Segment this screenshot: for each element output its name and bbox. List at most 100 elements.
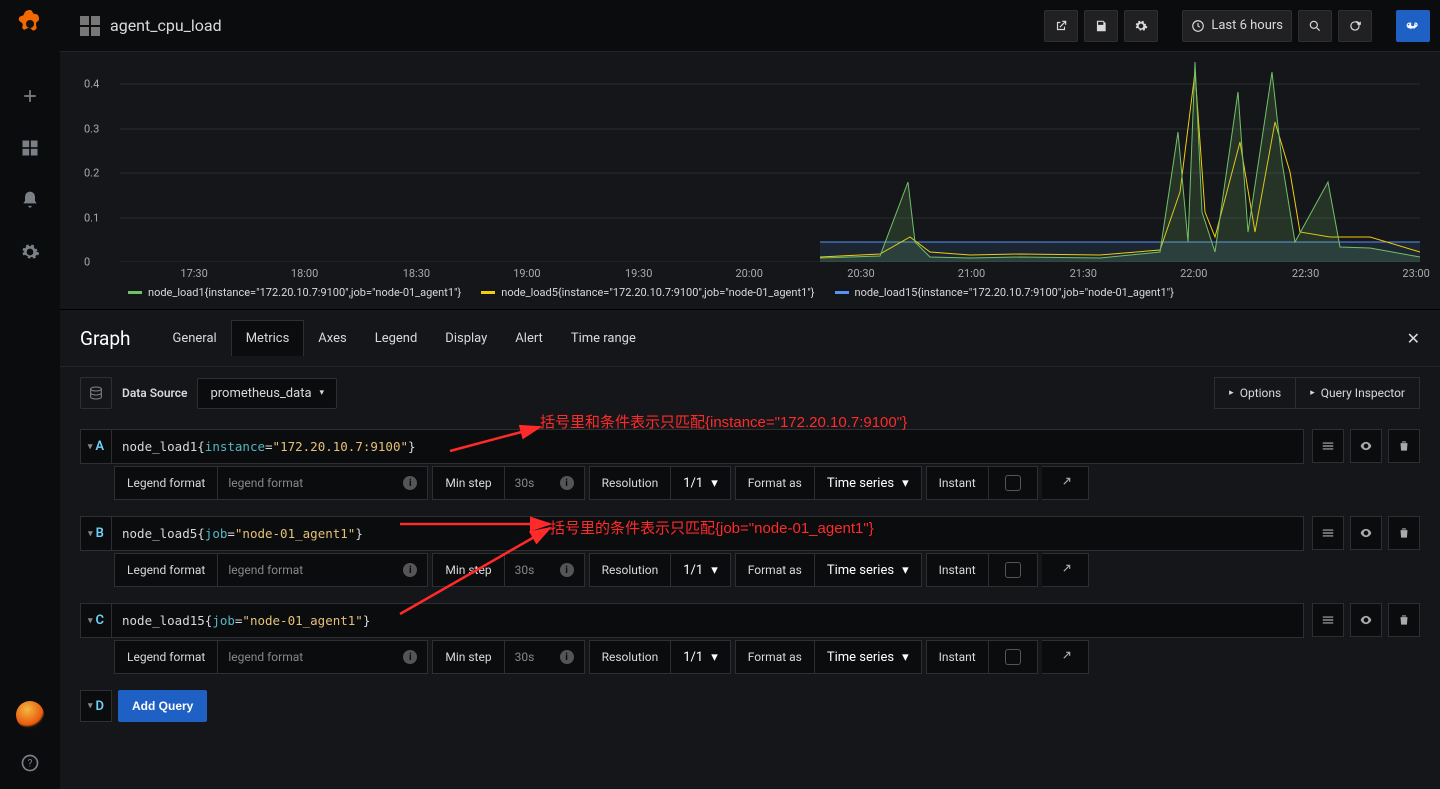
user-avatar[interactable] <box>16 701 44 729</box>
options-button[interactable]: ▸Options <box>1214 377 1295 409</box>
instant-label: Instant <box>926 553 989 587</box>
info-icon[interactable]: i <box>403 650 417 664</box>
info-icon[interactable]: i <box>403 563 417 577</box>
back-button[interactable] <box>1396 10 1430 42</box>
tab-metrics[interactable]: Metrics <box>231 320 305 356</box>
y-tick: 0 <box>84 256 90 269</box>
close-icon[interactable]: ✕ <box>1407 329 1420 348</box>
share-button[interactable] <box>1044 10 1078 42</box>
query-visibility-icon[interactable] <box>1350 603 1382 637</box>
legend-item[interactable]: node_load15{instance="172.20.10.7:9100",… <box>835 286 1174 299</box>
query-toggle[interactable]: ▾C <box>80 603 112 638</box>
query-options-row: Legend format legend formati Min step 30… <box>80 466 1420 500</box>
minstep-input[interactable]: 30si <box>505 466 585 500</box>
tab-timerange[interactable]: Time range <box>557 321 650 356</box>
query-toggle[interactable]: ▾D <box>80 690 112 722</box>
query-row: ▾A node_load1{instance="172.20.10.7:9100… <box>80 429 1420 464</box>
instant-checkbox[interactable] <box>989 466 1038 500</box>
save-button[interactable] <box>1084 10 1118 42</box>
format-select[interactable]: Time series▾ <box>815 466 922 500</box>
info-icon[interactable]: i <box>560 650 574 664</box>
query-delete-icon[interactable] <box>1388 429 1420 463</box>
query-expression-input[interactable]: node_load5{job="node-01_agent1"} <box>112 516 1304 551</box>
legend-format-input[interactable]: legend formati <box>218 553 428 587</box>
query-expression-input[interactable]: node_load15{job="node-01_agent1"} <box>112 603 1304 638</box>
instant-label: Instant <box>926 640 989 674</box>
x-tick: 20:00 <box>735 267 762 280</box>
query-link-icon[interactable] <box>1042 640 1089 674</box>
resolution-select[interactable]: 1/1▾ <box>671 553 731 587</box>
resolution-label: Resolution <box>589 553 672 587</box>
legend-format-label: Legend format <box>114 466 218 500</box>
query-menu-icon[interactable] <box>1312 516 1344 550</box>
query-options-row: Legend format legend formati Min step 30… <box>80 640 1420 674</box>
legend-item[interactable]: node_load5{instance="172.20.10.7:9100",j… <box>481 286 814 299</box>
query-visibility-icon[interactable] <box>1350 516 1382 550</box>
dashboards-icon[interactable] <box>10 128 50 168</box>
y-tick: 0.4 <box>84 78 99 91</box>
help-icon[interactable]: ? <box>10 743 50 783</box>
query-delete-icon[interactable] <box>1388 603 1420 637</box>
query-delete-icon[interactable] <box>1388 516 1420 550</box>
add-query-row: ▾D Add Query <box>80 690 1420 722</box>
left-sidebar: ? <box>0 0 60 789</box>
minstep-input[interactable]: 30si <box>505 553 585 587</box>
query-toggle[interactable]: ▾B <box>80 516 112 551</box>
resolution-select[interactable]: 1/1▾ <box>671 640 731 674</box>
chart-panel: 0 0.1 0.2 0.3 0.4 17:30 18:00 18:30 19:0… <box>60 52 1440 309</box>
panel-settings-button[interactable] <box>1124 10 1158 42</box>
query-menu-icon[interactable] <box>1312 603 1344 637</box>
editor-header: Graph General Metrics Axes Legend Displa… <box>60 309 1440 367</box>
tab-general[interactable]: General <box>158 321 230 356</box>
resolution-label: Resolution <box>589 466 672 500</box>
query-options-row: Legend format legend formati Min step 30… <box>80 553 1420 587</box>
query-toggle[interactable]: ▾A <box>80 429 112 464</box>
format-select[interactable]: Time series▾ <box>815 553 922 587</box>
legend-item[interactable]: node_load1{instance="172.20.10.7:9100",j… <box>128 286 461 299</box>
format-label: Format as <box>735 640 815 674</box>
query-menu-icon[interactable] <box>1312 429 1344 463</box>
chart-svg <box>120 62 1420 262</box>
queries-container: 括号里和条件表示只匹配{instance="172.20.10.7:9100"}… <box>60 429 1440 722</box>
datasource-picker[interactable]: prometheus_data▾ <box>197 378 337 409</box>
x-tick: 18:30 <box>403 267 430 280</box>
tab-legend[interactable]: Legend <box>361 321 432 356</box>
add-icon[interactable] <box>10 76 50 116</box>
format-label: Format as <box>735 466 815 500</box>
refresh-button[interactable] <box>1338 10 1372 42</box>
legend-format-input[interactable]: legend formati <box>218 466 428 500</box>
legend-format-input[interactable]: legend formati <box>218 640 428 674</box>
add-query-button[interactable]: Add Query <box>118 690 207 722</box>
instant-checkbox[interactable] <box>989 640 1038 674</box>
query-link-icon[interactable] <box>1042 553 1089 587</box>
datasource-icon <box>80 377 112 409</box>
tab-alert[interactable]: Alert <box>501 321 557 356</box>
x-tick: 19:30 <box>625 267 652 280</box>
apps-icon[interactable] <box>80 16 100 36</box>
minstep-label: Min step <box>432 640 504 674</box>
query-inspector-button[interactable]: ▸Query Inspector <box>1295 377 1420 409</box>
format-label: Format as <box>735 553 815 587</box>
minstep-input[interactable]: 30si <box>505 640 585 674</box>
info-icon[interactable]: i <box>403 476 417 490</box>
query-expression-input[interactable]: node_load1{instance="172.20.10.7:9100"} <box>112 429 1304 464</box>
grafana-logo[interactable] <box>14 8 46 40</box>
info-icon[interactable]: i <box>560 476 574 490</box>
legend-format-label: Legend format <box>114 553 218 587</box>
format-select[interactable]: Time series▾ <box>815 640 922 674</box>
zoom-out-button[interactable] <box>1298 10 1332 42</box>
chart-area[interactable]: 0 0.1 0.2 0.3 0.4 17:30 18:00 18:30 19:0… <box>120 62 1420 262</box>
time-range-picker[interactable]: Last 6 hours <box>1182 10 1292 42</box>
instant-checkbox[interactable] <box>989 553 1038 587</box>
resolution-select[interactable]: 1/1▾ <box>671 466 731 500</box>
x-tick: 18:00 <box>291 267 318 280</box>
query-link-icon[interactable] <box>1042 466 1089 500</box>
settings-icon[interactable] <box>10 232 50 272</box>
query-visibility-icon[interactable] <box>1350 429 1382 463</box>
alerting-icon[interactable] <box>10 180 50 220</box>
y-tick: 0.2 <box>84 167 99 180</box>
tab-axes[interactable]: Axes <box>304 321 360 356</box>
x-tick: 19:00 <box>513 267 540 280</box>
tab-display[interactable]: Display <box>431 321 501 356</box>
info-icon[interactable]: i <box>560 563 574 577</box>
